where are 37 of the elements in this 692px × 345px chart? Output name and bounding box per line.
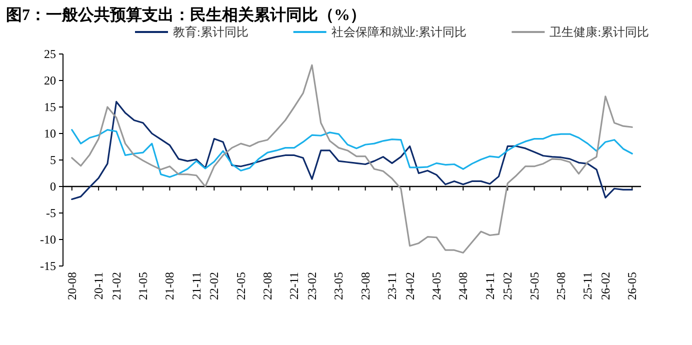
chart-title: 图7：一般公共预算支出：民生相关累计同比（%） [6, 6, 366, 24]
x-tick-label: 23-11 [385, 272, 400, 300]
x-tick-label: 26-05 [625, 272, 640, 300]
y-tick-label: 0 [50, 180, 56, 194]
y-tick-label: 10 [44, 126, 56, 140]
x-tick-label: 25-11 [580, 272, 595, 300]
x-tick-label: 20-11 [92, 272, 106, 300]
x-tick-label: 22-05 [234, 272, 248, 300]
x-tick-label: 24-11 [482, 272, 497, 300]
x-tick-label: 22-11 [287, 272, 302, 300]
y-tick-label: -10 [40, 232, 56, 246]
x-tick-label: 25-08 [554, 272, 568, 300]
x-tick-label: 22-02 [207, 272, 222, 300]
legend-label: 教育:累计同比 [173, 25, 248, 39]
x-tick-label: 24-02 [402, 272, 417, 300]
y-tick-label: -15 [40, 259, 56, 273]
x-tick-label: 24-05 [429, 272, 444, 300]
legend-label: 卫生健康:累计同比 [550, 25, 650, 39]
x-tick-label: 21-08 [162, 272, 177, 300]
x-tick-label: 26-02 [598, 272, 612, 300]
x-tick-label: 21-05 [136, 272, 150, 300]
x-tick-label: 20-08 [64, 272, 79, 300]
y-tick-label: -5 [46, 206, 56, 220]
x-tick-label: 24-08 [456, 272, 470, 300]
y-tick-label: 20 [44, 74, 56, 88]
y-tick-label: 15 [44, 100, 56, 114]
x-tick-label: 21-02 [109, 272, 124, 300]
x-tick-label: 23-08 [358, 272, 372, 300]
x-tick-label: 25-05 [527, 272, 542, 300]
y-tick-label: 25 [44, 47, 56, 61]
x-tick-label: 23-02 [304, 272, 319, 300]
x-tick-label: 21-11 [189, 272, 204, 300]
x-tick-label: 25-02 [500, 272, 515, 300]
y-tick-label: 5 [50, 153, 56, 167]
x-tick-label: 23-05 [332, 272, 346, 300]
legend-label: 社会保障和就业:累计同比 [331, 25, 467, 39]
x-tick-label: 22-08 [260, 272, 275, 300]
